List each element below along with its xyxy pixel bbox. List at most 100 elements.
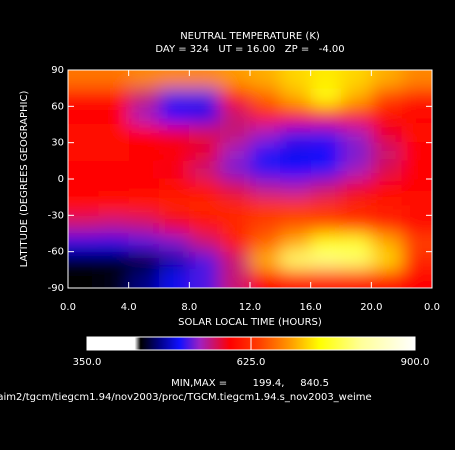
y-tick-label: -60 <box>48 247 64 258</box>
heatmap-cell <box>128 179 160 198</box>
heatmap-cell <box>159 70 190 89</box>
heatmap-cell <box>310 269 342 288</box>
heatmap-cell <box>280 70 312 89</box>
heatmap-cell <box>371 124 403 144</box>
x-tick-label: 16.0 <box>300 302 322 313</box>
heatmap-cell <box>98 70 130 89</box>
heatmap-cell <box>68 215 99 234</box>
heatmap-cell <box>159 269 190 288</box>
heatmap-cell <box>159 124 190 144</box>
heatmap-cell <box>280 197 312 216</box>
heatmap-cell <box>189 106 221 125</box>
heatmap-cell <box>219 70 251 89</box>
heatmap-cell <box>159 106 190 125</box>
x-tick-label: 0.0 <box>60 302 76 313</box>
heatmap-cell <box>401 106 432 125</box>
heatmap-cell <box>341 215 372 234</box>
heatmap-cell <box>341 197 372 216</box>
heatmap-cell <box>68 269 99 288</box>
heatmap-cell <box>68 106 99 125</box>
y-tick-label: -90 <box>48 283 64 294</box>
heatmap-cell <box>128 251 160 271</box>
heatmap-cell <box>128 197 160 216</box>
heatmap-cell <box>341 70 372 89</box>
heatmap-cell <box>310 88 342 107</box>
heatmap-cell <box>219 251 251 271</box>
heatmap-cell <box>371 88 403 107</box>
heatmap-cell <box>128 70 160 89</box>
heatmap-cell <box>189 88 221 107</box>
heatmap-cell <box>159 160 190 180</box>
colorbar-tick-label: 900.0 <box>401 357 430 368</box>
y-tick-label: 60 <box>51 101 64 112</box>
heatmap-cell <box>159 215 190 234</box>
heatmap-cell <box>250 142 281 162</box>
heatmap-cell <box>128 233 160 253</box>
heatmap-cell <box>219 269 251 288</box>
heatmap-cell <box>341 124 372 144</box>
heatmap-cell <box>401 160 432 180</box>
heatmap-cell <box>280 142 312 162</box>
heatmap-cell <box>341 269 372 288</box>
heatmap-cell <box>310 142 342 162</box>
colorbar-tick-label: 625.0 <box>237 357 266 368</box>
heatmap-cell <box>371 233 403 253</box>
heatmap-cell <box>219 88 251 107</box>
heatmap-cell <box>280 269 312 288</box>
heatmap-cell <box>341 233 372 253</box>
heatmap-cell <box>68 70 99 89</box>
heatmap-cell <box>280 251 312 271</box>
heatmap-cell <box>250 197 281 216</box>
heatmap-cell <box>401 142 432 162</box>
heatmap-cell <box>250 106 281 125</box>
heatmap-cell <box>250 160 281 180</box>
heatmap-cell <box>310 106 342 125</box>
x-tick-label: 0.0 <box>424 302 440 313</box>
heatmap-cell <box>159 142 190 162</box>
heatmap-cell <box>98 179 130 198</box>
heatmap-cell <box>98 124 130 144</box>
heatmap-cell <box>128 106 160 125</box>
heatmap-cell <box>159 233 190 253</box>
heatmap-cell <box>189 251 221 271</box>
heatmap-cell <box>310 160 342 180</box>
heatmap-cell <box>310 197 342 216</box>
heatmap-cell <box>128 215 160 234</box>
heatmap-cells <box>68 70 432 288</box>
heatmap-cell <box>250 124 281 144</box>
heatmap-cell <box>98 106 130 125</box>
heatmap-cell <box>310 124 342 144</box>
heatmap-cell <box>189 124 221 144</box>
heatmap-cell <box>280 215 312 234</box>
heatmap-cell <box>280 124 312 144</box>
heatmap-cell <box>219 179 251 198</box>
heatmap-cell <box>250 70 281 89</box>
heatmap-cell <box>280 88 312 107</box>
heatmap-cell <box>189 215 221 234</box>
heatmap-cell <box>98 233 130 253</box>
heatmap-cell <box>128 269 160 288</box>
heatmap-cell <box>401 251 432 271</box>
heatmap-cell <box>401 269 432 288</box>
heatmap-cell <box>250 251 281 271</box>
heatmap-cell <box>371 106 403 125</box>
y-tick-label: -30 <box>48 210 64 221</box>
heatmap-cell <box>189 70 221 89</box>
minmax-text: MIN,MAX = 199.4, 840.5 <box>171 378 329 389</box>
heatmap-cell <box>280 179 312 198</box>
heatmap-cell <box>310 251 342 271</box>
heatmap-cell <box>371 197 403 216</box>
heatmap-cell <box>159 88 190 107</box>
heatmap-cell <box>189 142 221 162</box>
heatmap-cell <box>68 88 99 107</box>
heatmap-cell <box>189 197 221 216</box>
y-tick-label: 90 <box>51 65 64 76</box>
heatmap-cell <box>401 215 432 234</box>
heatmap-cell <box>401 197 432 216</box>
heatmap-cell <box>219 142 251 162</box>
heatmap-cell <box>68 124 99 144</box>
heatmap-cell <box>219 124 251 144</box>
heatmap-cell <box>98 197 130 216</box>
heatmap-cell <box>219 106 251 125</box>
